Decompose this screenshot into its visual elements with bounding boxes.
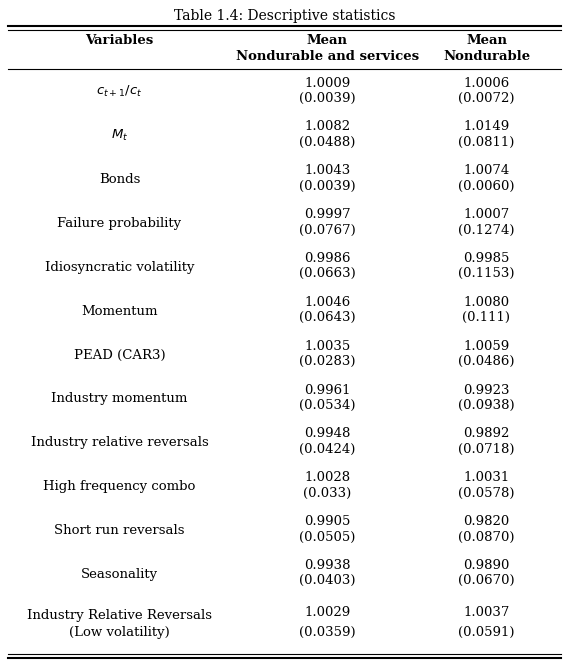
- Text: Industry Relative Reversals: Industry Relative Reversals: [27, 609, 212, 622]
- Text: (0.0424): (0.0424): [299, 443, 356, 455]
- Text: 1.0046: 1.0046: [304, 296, 351, 309]
- Text: PEAD (CAR3): PEAD (CAR3): [73, 348, 166, 361]
- Text: 1.0080: 1.0080: [463, 296, 510, 309]
- Text: (0.0403): (0.0403): [299, 575, 356, 587]
- Text: $M_t$: $M_t$: [111, 128, 128, 143]
- Text: (0.1153): (0.1153): [458, 267, 515, 281]
- Text: (0.0811): (0.0811): [458, 136, 515, 149]
- Text: 1.0082: 1.0082: [304, 120, 351, 134]
- Text: (0.0718): (0.0718): [458, 443, 515, 455]
- Text: 1.0035: 1.0035: [304, 340, 351, 353]
- Text: Mean: Mean: [307, 34, 348, 48]
- Text: 0.9997: 0.9997: [304, 208, 351, 221]
- Text: (0.0767): (0.0767): [299, 224, 356, 236]
- Text: 1.0059: 1.0059: [463, 340, 510, 353]
- Text: Short run reversals: Short run reversals: [54, 524, 185, 537]
- Text: Nondurable: Nondurable: [443, 50, 530, 64]
- Text: Failure probability: Failure probability: [57, 217, 182, 230]
- Text: (0.0060): (0.0060): [458, 179, 515, 193]
- Text: (0.0072): (0.0072): [458, 92, 515, 105]
- Text: (0.0283): (0.0283): [299, 355, 356, 368]
- Text: 1.0043: 1.0043: [304, 164, 351, 177]
- Text: 0.9892: 0.9892: [463, 428, 510, 440]
- Text: 0.9905: 0.9905: [304, 515, 351, 528]
- Text: (0.0534): (0.0534): [299, 399, 356, 412]
- Text: (0.0578): (0.0578): [458, 487, 515, 500]
- Text: 1.0029: 1.0029: [304, 606, 351, 620]
- Text: (0.0670): (0.0670): [458, 575, 515, 587]
- Text: Table 1.4: Descriptive statistics: Table 1.4: Descriptive statistics: [174, 9, 395, 23]
- Text: (0.0039): (0.0039): [299, 179, 356, 193]
- Text: 0.9820: 0.9820: [463, 515, 510, 528]
- Text: 1.0149: 1.0149: [463, 120, 510, 134]
- Text: (0.0938): (0.0938): [458, 399, 515, 412]
- Text: (0.0488): (0.0488): [299, 136, 356, 149]
- Text: 0.9985: 0.9985: [463, 252, 510, 265]
- Text: (0.0359): (0.0359): [299, 626, 356, 639]
- Text: 0.9938: 0.9938: [304, 559, 351, 572]
- Text: Bonds: Bonds: [99, 173, 140, 186]
- Text: Mean: Mean: [466, 34, 507, 48]
- Text: (0.0870): (0.0870): [458, 530, 515, 544]
- Text: Nondurable and services: Nondurable and services: [236, 50, 419, 64]
- Text: Industry relative reversals: Industry relative reversals: [31, 436, 208, 449]
- Text: Variables: Variables: [85, 34, 154, 48]
- Text: 0.9948: 0.9948: [304, 428, 351, 440]
- Text: 1.0007: 1.0007: [463, 208, 510, 221]
- Text: Industry momentum: Industry momentum: [51, 393, 188, 405]
- Text: 1.0009: 1.0009: [304, 77, 351, 89]
- Text: (0.033): (0.033): [303, 487, 351, 500]
- Text: Seasonality: Seasonality: [81, 568, 158, 581]
- Text: 0.9986: 0.9986: [304, 252, 351, 265]
- Text: (0.0643): (0.0643): [299, 311, 356, 324]
- Text: (0.0039): (0.0039): [299, 92, 356, 105]
- Text: (0.0591): (0.0591): [458, 626, 515, 639]
- Text: (0.0486): (0.0486): [458, 355, 515, 368]
- Text: Idiosyncratic volatility: Idiosyncratic volatility: [45, 261, 194, 274]
- Text: 1.0031: 1.0031: [463, 471, 510, 485]
- Text: 0.9923: 0.9923: [463, 383, 510, 397]
- Text: (Low volatility): (Low volatility): [69, 626, 170, 639]
- Text: 1.0028: 1.0028: [304, 471, 351, 485]
- Text: 0.9961: 0.9961: [304, 383, 351, 397]
- Text: 1.0074: 1.0074: [463, 164, 510, 177]
- Text: 1.0037: 1.0037: [463, 606, 510, 620]
- Text: High frequency combo: High frequency combo: [43, 480, 196, 493]
- Text: (0.0663): (0.0663): [299, 267, 356, 281]
- Text: Momentum: Momentum: [81, 305, 158, 318]
- Text: $c_{t+1}/c_t$: $c_{t+1}/c_t$: [96, 84, 143, 99]
- Text: (0.0505): (0.0505): [299, 530, 356, 544]
- Text: 1.0006: 1.0006: [463, 77, 510, 89]
- Text: (0.111): (0.111): [463, 311, 510, 324]
- Text: (0.1274): (0.1274): [458, 224, 515, 236]
- Text: 0.9890: 0.9890: [463, 559, 510, 572]
